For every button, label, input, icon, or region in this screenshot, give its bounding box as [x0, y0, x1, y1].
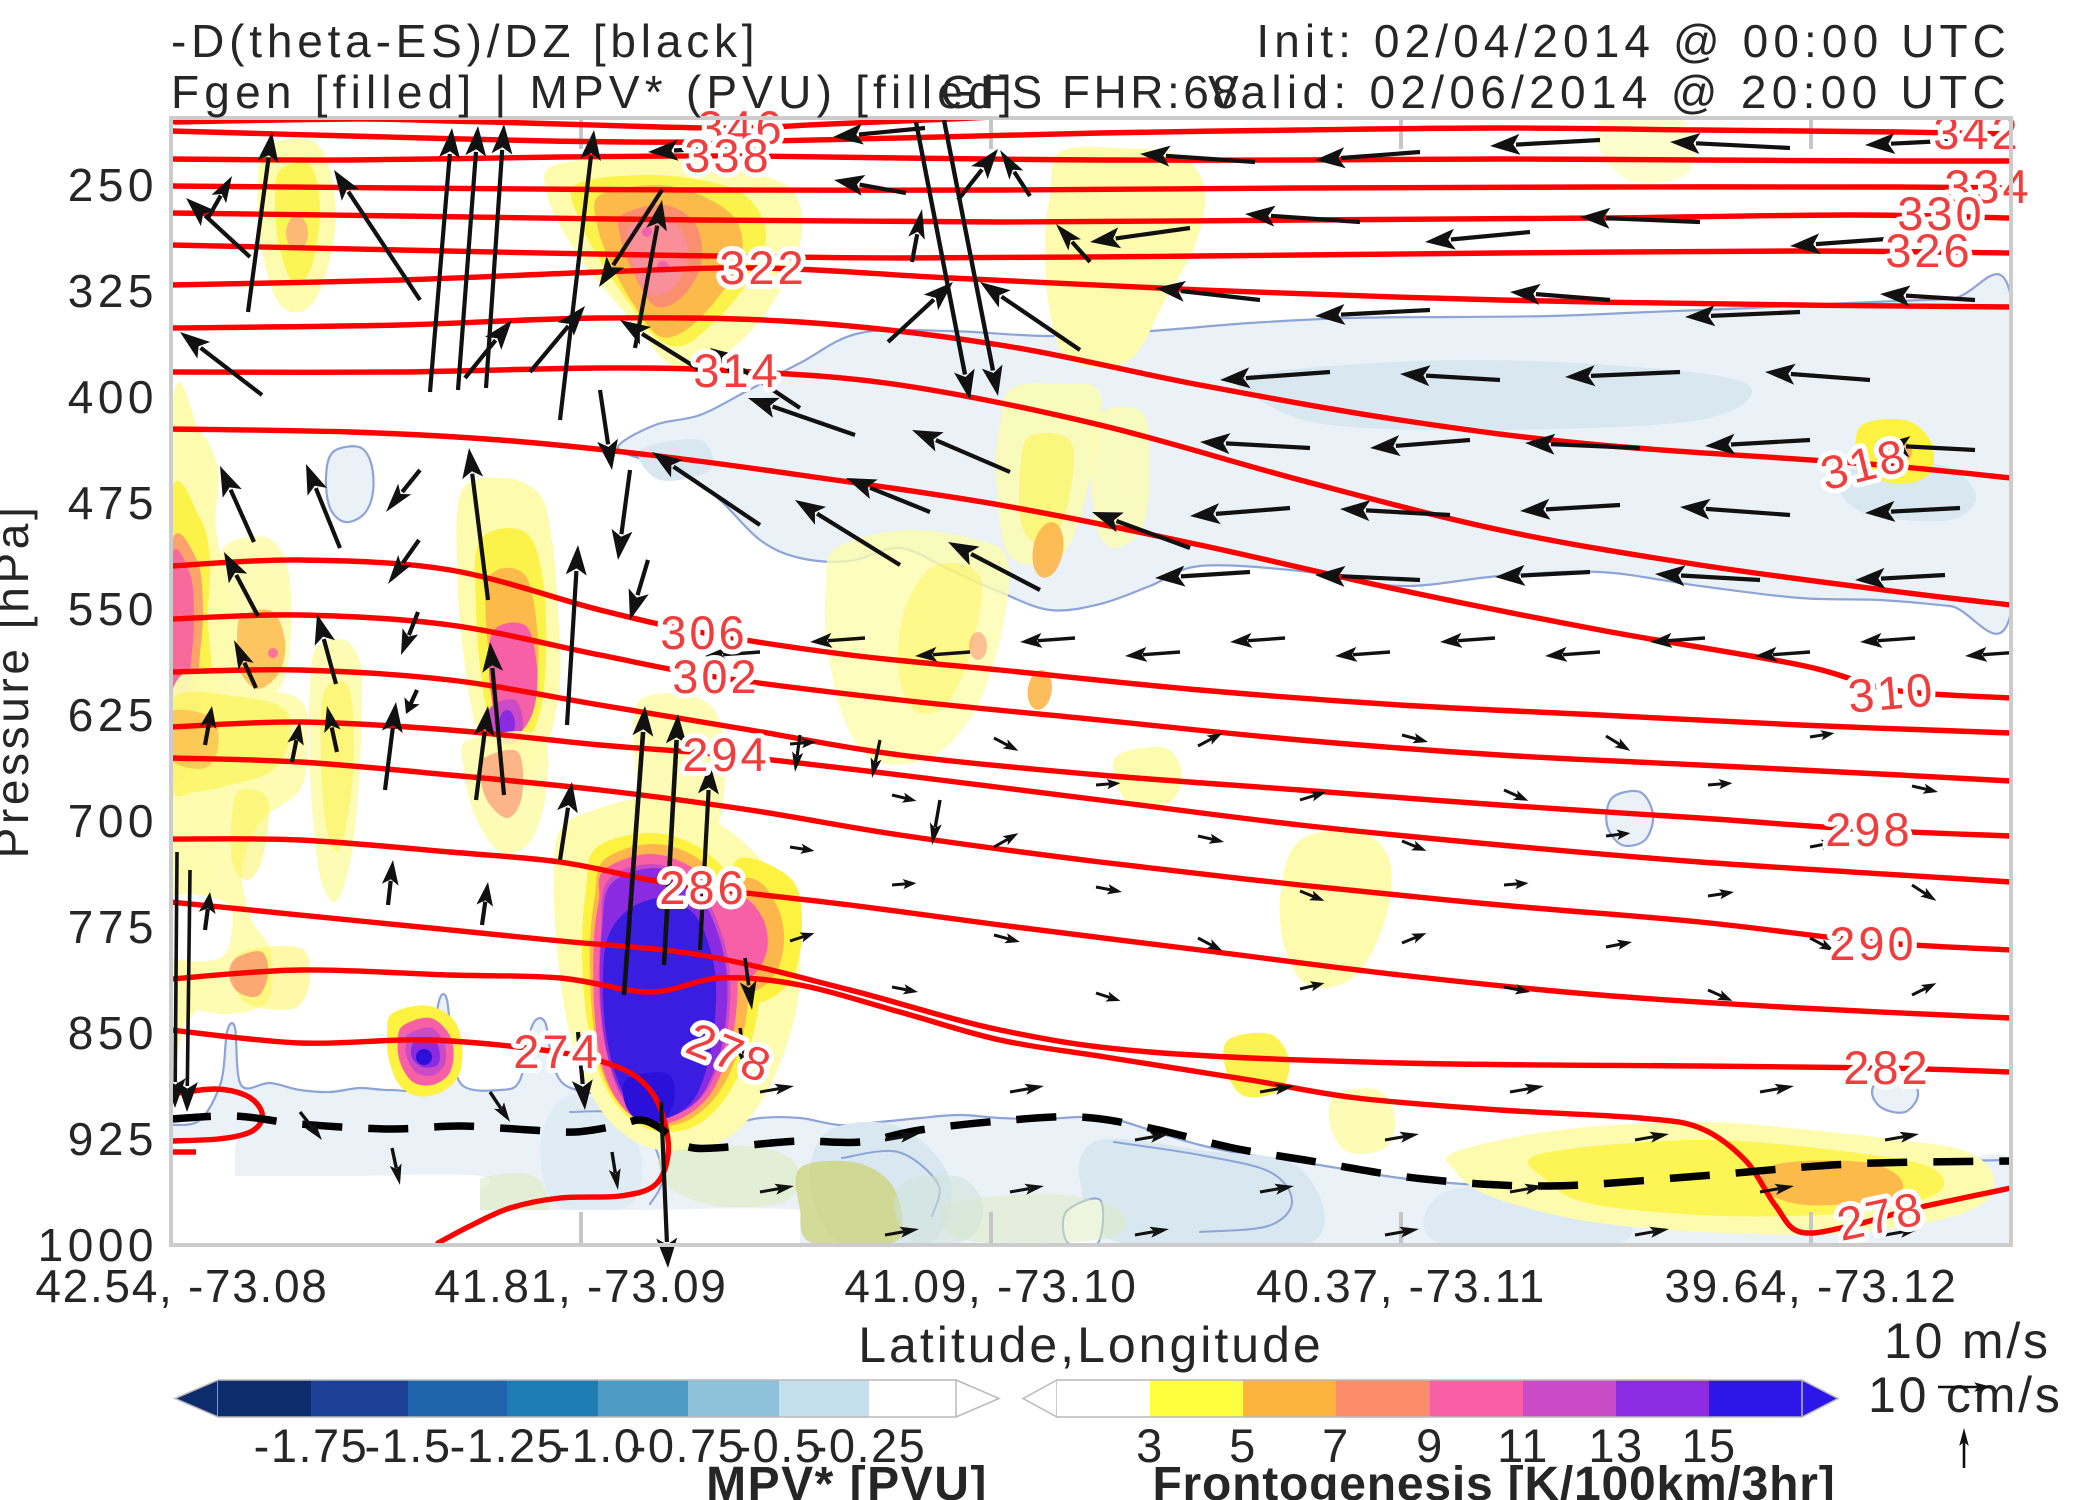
svg-text:282: 282: [1843, 1041, 1930, 1094]
svg-text:MPV* [PVU]: MPV* [PVU]: [706, 1458, 988, 1500]
svg-text:346: 346: [697, 101, 784, 154]
svg-text:-1.0: -1.0: [555, 1419, 642, 1472]
svg-text:925: 925: [68, 1113, 158, 1165]
svg-text:775: 775: [68, 901, 158, 953]
svg-text:42.54, -73.08: 42.54, -73.08: [35, 1260, 328, 1312]
svg-text:Fgen [filled] | MPV* (PVU) [fi: Fgen [filled] | MPV* (PVU) [filled]: [171, 66, 1017, 118]
svg-text:326: 326: [1885, 224, 1972, 277]
svg-text:1000: 1000: [38, 1219, 158, 1271]
svg-text:338: 338: [684, 129, 771, 182]
svg-text:-1.5: -1.5: [365, 1419, 452, 1472]
svg-text:41.09, -73.10: 41.09, -73.10: [844, 1260, 1137, 1312]
svg-text:-0.75: -0.75: [631, 1419, 746, 1472]
svg-text:7: 7: [1322, 1419, 1350, 1472]
svg-text:41.81, -73.09: 41.81, -73.09: [434, 1260, 727, 1312]
svg-text:Valid: 02/06/2014 @ 20:00 UTC: Valid: 02/06/2014 @ 20:00 UTC: [1208, 66, 2011, 118]
svg-text:40.37, -73.11: 40.37, -73.11: [1256, 1260, 1546, 1312]
svg-text:325: 325: [68, 265, 158, 317]
svg-text:850: 850: [68, 1007, 158, 1059]
svg-text:-1.25: -1.25: [450, 1419, 565, 1472]
svg-text:-0.25: -0.25: [812, 1419, 927, 1472]
svg-text:274: 274: [513, 1025, 600, 1078]
svg-text:-D(theta-ES)/DZ [black]: -D(theta-ES)/DZ [black]: [171, 15, 759, 67]
svg-text:39.64, -73.12: 39.64, -73.12: [1664, 1260, 1957, 1312]
svg-text:10 m/s: 10 m/s: [1884, 1313, 2051, 1369]
svg-text:3: 3: [1136, 1419, 1164, 1472]
svg-text:250: 250: [68, 159, 158, 211]
svg-text:294: 294: [682, 728, 769, 781]
svg-text:314: 314: [693, 344, 780, 397]
svg-text:5: 5: [1229, 1419, 1257, 1472]
svg-text:298: 298: [1825, 803, 1912, 856]
svg-text:10 cm/s: 10 cm/s: [1868, 1367, 2063, 1423]
svg-text:-0.5: -0.5: [736, 1419, 823, 1472]
svg-text:Init: 02/04/2014 @ 00:00 UTC: Init: 02/04/2014 @ 00:00 UTC: [1256, 15, 2011, 67]
svg-text:322: 322: [719, 241, 806, 294]
svg-text:310: 310: [1846, 662, 1938, 722]
svg-text:302: 302: [672, 650, 759, 703]
svg-text:GFS FHR:68: GFS FHR:68: [941, 66, 1242, 118]
svg-text:290: 290: [1829, 917, 1916, 970]
svg-text:Latitude,Longitude: Latitude,Longitude: [858, 1317, 1323, 1373]
svg-text:13: 13: [1588, 1419, 1643, 1472]
svg-text:400: 400: [68, 371, 158, 423]
svg-text:342: 342: [1933, 106, 2020, 159]
svg-text:625: 625: [68, 689, 158, 741]
svg-text:15: 15: [1681, 1419, 1736, 1472]
svg-text:550: 550: [68, 583, 158, 635]
svg-text:9: 9: [1416, 1419, 1444, 1472]
svg-text:Frontogenesis [K/100km/3hr]: Frontogenesis [K/100km/3hr]: [1152, 1458, 1835, 1500]
svg-text:11: 11: [1497, 1419, 1549, 1472]
svg-text:334: 334: [1944, 160, 2031, 213]
svg-text:286: 286: [659, 861, 746, 914]
svg-text:306: 306: [660, 606, 747, 659]
svg-text:330: 330: [1897, 187, 1984, 240]
svg-text:-1.75: -1.75: [254, 1419, 369, 1472]
svg-text:Pressure [hPa]: Pressure [hPa]: [0, 504, 38, 859]
svg-text:475: 475: [68, 477, 158, 529]
svg-text:700: 700: [68, 795, 158, 847]
